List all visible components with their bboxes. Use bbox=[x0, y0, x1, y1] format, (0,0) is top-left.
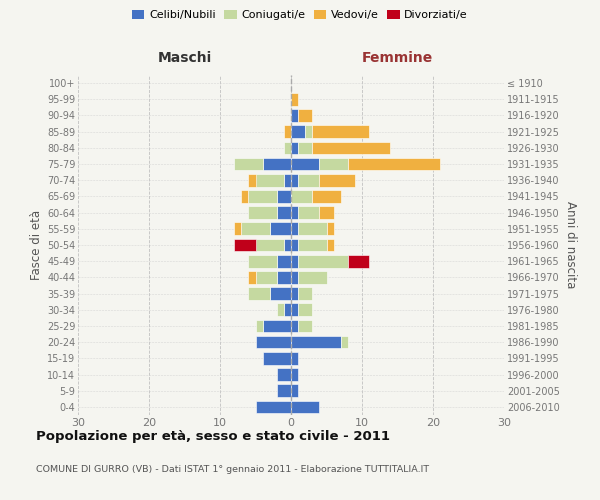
Bar bbox=[291, 255, 298, 268]
Bar bbox=[291, 352, 298, 364]
Bar bbox=[298, 255, 348, 268]
Bar bbox=[291, 238, 298, 252]
Legend: Celibi/Nubili, Coniugati/e, Vedovi/e, Divorziati/e: Celibi/Nubili, Coniugati/e, Vedovi/e, Di… bbox=[128, 6, 472, 25]
Bar bbox=[291, 336, 341, 348]
Bar bbox=[284, 126, 291, 138]
Bar bbox=[298, 288, 313, 300]
Bar bbox=[298, 174, 319, 186]
Bar bbox=[298, 271, 326, 283]
Text: Maschi: Maschi bbox=[157, 52, 212, 66]
Bar bbox=[313, 142, 391, 154]
Bar bbox=[291, 368, 298, 381]
Bar bbox=[298, 206, 319, 219]
Bar bbox=[263, 320, 291, 332]
Bar bbox=[248, 271, 256, 283]
Bar bbox=[270, 222, 291, 235]
Bar bbox=[263, 352, 291, 364]
Bar bbox=[291, 288, 298, 300]
Bar bbox=[277, 384, 291, 397]
Bar bbox=[277, 190, 291, 202]
Bar bbox=[291, 384, 298, 397]
Text: COMUNE DI GURRO (VB) - Dati ISTAT 1° gennaio 2011 - Elaborazione TUTTITALIA.IT: COMUNE DI GURRO (VB) - Dati ISTAT 1° gen… bbox=[36, 465, 429, 474]
Bar bbox=[234, 238, 256, 252]
Bar bbox=[291, 190, 313, 202]
Bar bbox=[234, 222, 241, 235]
Bar bbox=[291, 400, 319, 413]
Bar bbox=[291, 206, 298, 219]
Bar bbox=[270, 288, 291, 300]
Bar bbox=[291, 304, 298, 316]
Bar bbox=[291, 158, 319, 170]
Bar bbox=[348, 158, 440, 170]
Bar bbox=[277, 206, 291, 219]
Bar bbox=[256, 400, 291, 413]
Bar bbox=[248, 288, 270, 300]
Bar bbox=[241, 190, 248, 202]
Bar bbox=[298, 304, 313, 316]
Bar bbox=[284, 238, 291, 252]
Bar bbox=[248, 174, 256, 186]
Bar bbox=[277, 304, 284, 316]
Bar bbox=[326, 222, 334, 235]
Bar bbox=[305, 126, 313, 138]
Bar bbox=[313, 126, 369, 138]
Bar bbox=[298, 222, 326, 235]
Text: Popolazione per età, sesso e stato civile - 2011: Popolazione per età, sesso e stato civil… bbox=[36, 430, 390, 443]
Bar bbox=[298, 238, 326, 252]
Bar bbox=[284, 304, 291, 316]
Bar bbox=[277, 255, 291, 268]
Bar bbox=[298, 320, 313, 332]
Bar bbox=[348, 255, 369, 268]
Bar bbox=[291, 174, 298, 186]
Y-axis label: Fasce di età: Fasce di età bbox=[29, 210, 43, 280]
Bar bbox=[291, 126, 305, 138]
Bar bbox=[326, 238, 334, 252]
Bar bbox=[241, 222, 270, 235]
Bar bbox=[319, 174, 355, 186]
Bar bbox=[256, 336, 291, 348]
Bar bbox=[284, 174, 291, 186]
Bar bbox=[256, 320, 263, 332]
Bar bbox=[256, 238, 284, 252]
Bar bbox=[248, 206, 277, 219]
Bar bbox=[256, 271, 277, 283]
Bar bbox=[256, 174, 284, 186]
Bar bbox=[234, 158, 263, 170]
Bar bbox=[277, 271, 291, 283]
Bar bbox=[291, 142, 298, 154]
Bar bbox=[291, 109, 298, 122]
Text: Femmine: Femmine bbox=[362, 52, 433, 66]
Bar bbox=[248, 255, 277, 268]
Bar bbox=[319, 158, 348, 170]
Bar bbox=[313, 190, 341, 202]
Bar bbox=[341, 336, 348, 348]
Bar bbox=[298, 142, 313, 154]
Bar bbox=[248, 190, 277, 202]
Bar bbox=[291, 222, 298, 235]
Bar bbox=[277, 368, 291, 381]
Bar bbox=[284, 142, 291, 154]
Bar bbox=[263, 158, 291, 170]
Bar bbox=[319, 206, 334, 219]
Bar bbox=[298, 109, 313, 122]
Bar bbox=[291, 271, 298, 283]
Y-axis label: Anni di nascita: Anni di nascita bbox=[564, 202, 577, 288]
Bar bbox=[291, 320, 298, 332]
Bar bbox=[291, 93, 298, 106]
